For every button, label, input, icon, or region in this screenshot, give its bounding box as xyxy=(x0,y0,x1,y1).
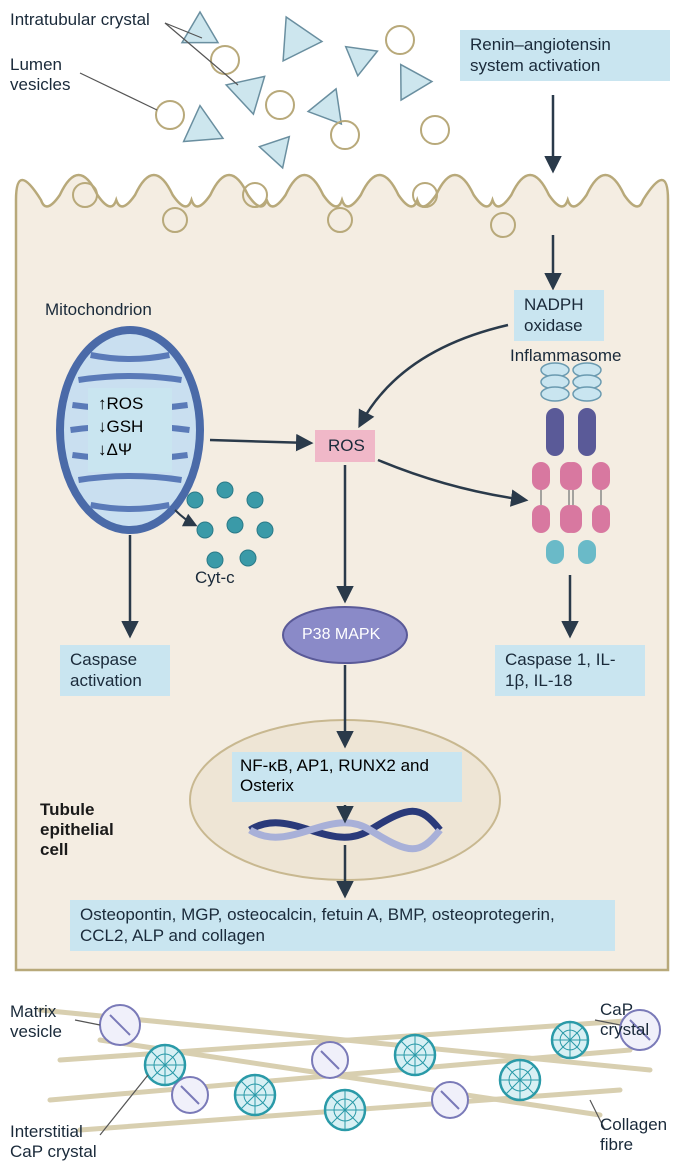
label-caspase1: Caspase 1, IL-1β, IL-18 xyxy=(495,645,645,696)
label-interstitial: Interstitial CaP crystal xyxy=(10,1122,97,1161)
intratubular-crystal xyxy=(182,12,218,43)
label-collagen: Collagen fibre xyxy=(600,1115,667,1154)
inflammasome-teal xyxy=(546,540,564,564)
cyt-c-dot xyxy=(257,522,273,538)
label-matrix-ves: Matrix vesicle xyxy=(10,1002,62,1041)
inflammasome-pink xyxy=(564,462,582,490)
label-inflammasome: Inflammasome xyxy=(510,346,621,365)
inner-vesicle xyxy=(413,183,437,207)
inflammasome-rod xyxy=(546,408,564,456)
inflammasome-pink xyxy=(592,505,610,533)
inflammasome-pink xyxy=(592,462,610,490)
label-nfkb: NF-κB, AP1, RUNX2 and Osterix xyxy=(240,756,429,795)
lumen-vesicle xyxy=(211,46,239,74)
mito-inner-labels: ↑ROS↓GSH↓ΔΨ xyxy=(98,393,143,462)
label-mito: Mitochondrion xyxy=(45,300,152,319)
inflammasome-pink xyxy=(564,505,582,533)
label-lumen-ves: Lumen vesicles xyxy=(10,55,70,94)
intratubular-crystal xyxy=(256,131,289,168)
label-cytc: Cyt-c xyxy=(195,568,235,587)
inflammasome-coil xyxy=(573,387,601,401)
label-cap: CaP crystal xyxy=(600,1000,649,1039)
inflammasome-rod xyxy=(578,408,596,456)
cyt-c-dot xyxy=(227,517,243,533)
cyt-c-dot xyxy=(217,482,233,498)
intratubular-crystal xyxy=(283,17,323,64)
inflammasome-coil xyxy=(541,387,569,401)
cyt-c-dot xyxy=(240,550,256,566)
inflammasome-pink xyxy=(532,505,550,533)
label-ros: ROS xyxy=(328,436,365,455)
label-caspase-act: Caspase activation xyxy=(60,645,170,696)
label-nadph: NADPH oxidase xyxy=(514,290,604,341)
label-intratubular: Intratubular crystal xyxy=(10,10,150,29)
inflammasome-teal xyxy=(578,540,596,564)
cyt-c-dot xyxy=(187,492,203,508)
lumen-vesicle xyxy=(156,101,184,129)
lumen-vesicle xyxy=(266,91,294,119)
cyt-c-dot xyxy=(247,492,263,508)
intratubular-crystal xyxy=(342,47,377,78)
label-tubule: Tubule epithelial cell xyxy=(40,800,114,859)
cyt-c-dot xyxy=(207,552,223,568)
lumen-vesicle xyxy=(421,116,449,144)
lumen-vesicle xyxy=(386,26,414,54)
label-p38: P38 MAPK xyxy=(302,626,380,643)
label-renin: Renin–angiotensin system activation xyxy=(460,30,670,81)
label-osteo: Osteopontin, MGP, osteocalcin, fetuin A,… xyxy=(70,900,615,951)
inflammasome-pink xyxy=(532,462,550,490)
intratubular-crystal xyxy=(172,106,223,158)
intratubular-crystal xyxy=(385,55,432,100)
lumen-vesicle xyxy=(331,121,359,149)
cyt-c-dot xyxy=(197,522,213,538)
